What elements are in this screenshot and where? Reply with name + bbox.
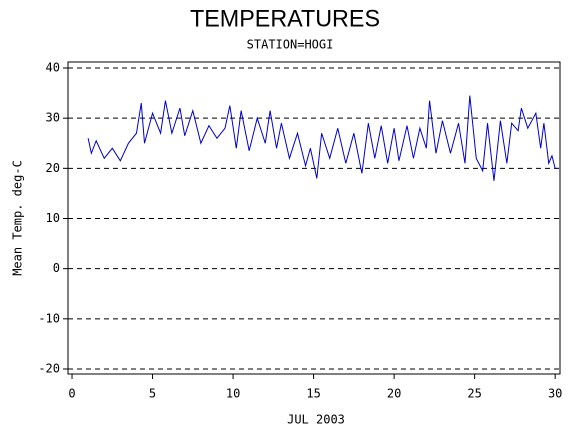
x-tick-label: 5 xyxy=(149,387,156,401)
chart-subtitle: STATION=HOGI xyxy=(247,38,334,52)
chart-title: TEMPERATURES xyxy=(190,5,380,32)
x-axis-label: JUL 2003 xyxy=(287,413,345,427)
y-tick-label: -20 xyxy=(38,361,60,375)
y-axis-label: Mean Temp. deg-C xyxy=(11,160,25,276)
y-tick-label: 30 xyxy=(46,111,60,125)
plot-frame xyxy=(67,61,561,375)
x-tick-label: 25 xyxy=(467,387,481,401)
x-tick-label: 20 xyxy=(387,387,401,401)
y-tick-label: 40 xyxy=(46,61,60,75)
y-tick-label: 0 xyxy=(53,261,60,275)
x-tick-label: 0 xyxy=(68,387,75,401)
y-tick-label: -10 xyxy=(38,311,60,325)
line-series xyxy=(87,95,559,181)
x-tick-label: 10 xyxy=(226,387,240,401)
x-tick-label: 30 xyxy=(548,387,562,401)
x-tick-label: 15 xyxy=(306,387,320,401)
y-tick-label: 20 xyxy=(46,161,60,175)
y-tick-label: 10 xyxy=(46,211,60,225)
